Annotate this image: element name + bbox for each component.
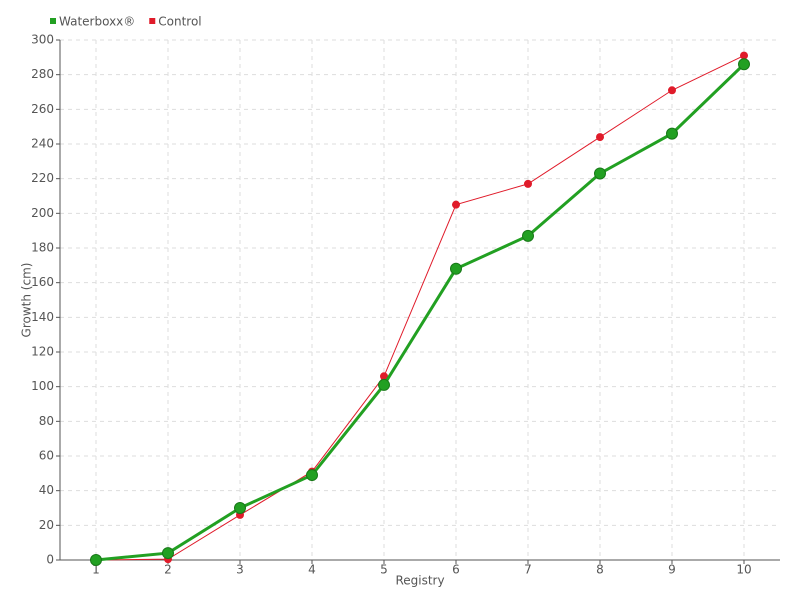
data-point: [738, 58, 750, 71]
data-point: [306, 469, 318, 482]
data-point: [522, 229, 534, 242]
data-point: [452, 200, 460, 209]
y-tick-label: 100: [31, 379, 54, 393]
data-point: [668, 86, 676, 95]
y-tick-label: 120: [31, 345, 54, 359]
legend-label: Waterboxx®: [59, 15, 135, 29]
y-tick-label: 20: [39, 518, 54, 532]
y-tick-label: 60: [39, 449, 54, 463]
data-point: [380, 372, 388, 381]
y-tick-label: 80: [39, 414, 54, 428]
y-tick-label: 160: [31, 275, 54, 289]
x-tick-label: 4: [308, 563, 316, 577]
x-tick-label: 6: [452, 563, 460, 577]
y-tick-label: 240: [31, 137, 54, 151]
y-tick-label: 40: [39, 483, 54, 497]
y-tick-label: 0: [46, 553, 54, 567]
legend-marker: [149, 18, 156, 24]
data-point: [234, 502, 246, 514]
data-point: [450, 262, 462, 275]
data-point: [594, 167, 606, 180]
y-tick-label: 180: [31, 241, 54, 255]
x-tick-label: 9: [668, 563, 676, 577]
x-tick-label: 3: [236, 563, 244, 577]
data-point: [740, 51, 748, 60]
x-tick-label: 7: [524, 563, 532, 577]
y-tick-label: 140: [31, 310, 54, 324]
data-point: [162, 547, 174, 560]
series-line: [95, 63, 746, 562]
series-line: [95, 55, 745, 561]
x-tick-label: 1: [92, 563, 100, 577]
x-tick-label: 5: [380, 563, 388, 577]
x-tick-label: 8: [596, 563, 604, 577]
y-axis-label: Growth (cm): [20, 263, 34, 338]
data-point: [378, 378, 390, 391]
data-point: [90, 554, 102, 566]
legend-marker: [50, 18, 56, 24]
x-tick-label: 10: [736, 563, 751, 577]
x-axis-label: Registry: [395, 574, 444, 588]
y-tick-label: 260: [31, 102, 54, 116]
data-point: [524, 179, 532, 188]
y-tick-label: 200: [31, 206, 54, 220]
y-tick-label: 220: [31, 171, 54, 185]
data-point: [666, 127, 678, 140]
x-tick-label: 2: [164, 563, 172, 577]
data-point: [596, 133, 604, 142]
y-tick-label: 300: [31, 33, 54, 47]
y-tick-label: 280: [31, 67, 54, 81]
legend-label: Control: [158, 15, 201, 29]
